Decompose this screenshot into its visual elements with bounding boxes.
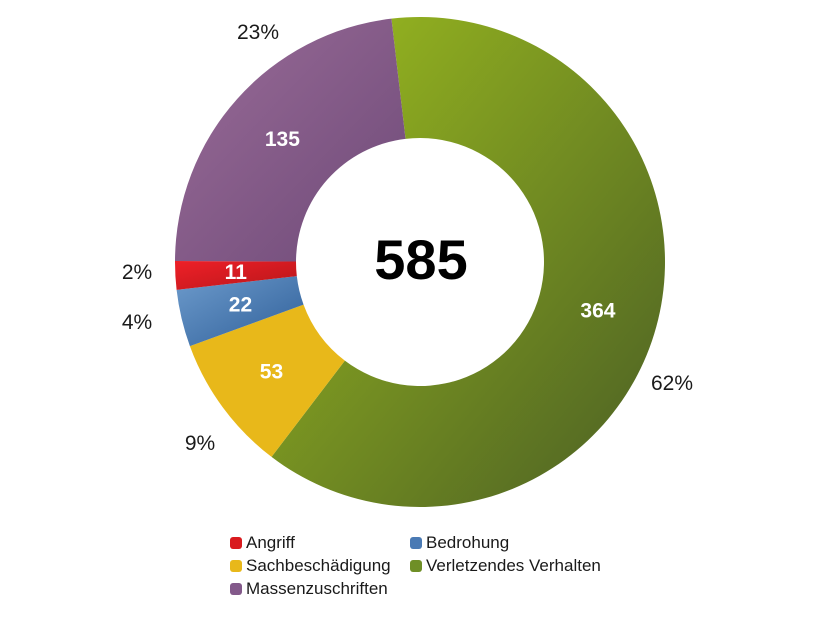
slice-percent-label: 9% <box>185 432 215 455</box>
legend-item-bedrohung: Bedrohung <box>410 532 630 553</box>
slice-bedrohung <box>176 276 304 347</box>
legend-label: Angriff <box>246 532 295 552</box>
slice-angriff <box>175 261 297 290</box>
legend-label: Verletzendes Verhalten <box>426 555 601 575</box>
legend-item-verletzendes-verhalten: Verletzendes Verhalten <box>410 555 630 576</box>
slice-value-label: 22 <box>229 293 252 316</box>
slice-verletzendes-verhalten <box>271 17 665 507</box>
donut-slices <box>175 17 665 507</box>
slice-percent-label: 23% <box>237 21 279 44</box>
slice-percent-label: 2% <box>122 261 152 284</box>
legend-swatch-icon <box>410 559 422 572</box>
legend-swatch-icon <box>230 582 242 595</box>
chart-legend: Angriff Bedrohung Sachbeschädigung Verle… <box>230 532 630 599</box>
slice-percent-label: 62% <box>651 372 693 395</box>
slice-percent-label: 4% <box>122 311 152 334</box>
slice-value-label: 135 <box>265 128 300 151</box>
legend-label: Massenzuschriften <box>246 578 388 598</box>
legend-item-massenzuschriften: Massenzuschriften <box>230 578 410 599</box>
slice-labels: 364 62% 53 9% 22 4% 11 2% 135 23% <box>122 21 693 455</box>
legend-item-sachbeschaedigung: Sachbeschädigung <box>230 555 410 576</box>
legend-swatch-icon <box>230 536 242 549</box>
legend-label: Bedrohung <box>426 532 510 552</box>
total-count: 585 <box>374 228 467 291</box>
slice-value-label: 364 <box>580 300 615 323</box>
slice-massenzuschriften <box>175 18 406 262</box>
legend-swatch-icon <box>410 536 422 549</box>
legend-item-angriff: Angriff <box>230 532 410 553</box>
slice-sachbesch-digung <box>189 304 345 457</box>
legend-label: Sachbeschädigung <box>246 555 391 575</box>
slice-value-label: 11 <box>225 261 248 284</box>
legend-swatch-icon <box>230 559 242 572</box>
slice-value-label: 53 <box>260 360 283 383</box>
